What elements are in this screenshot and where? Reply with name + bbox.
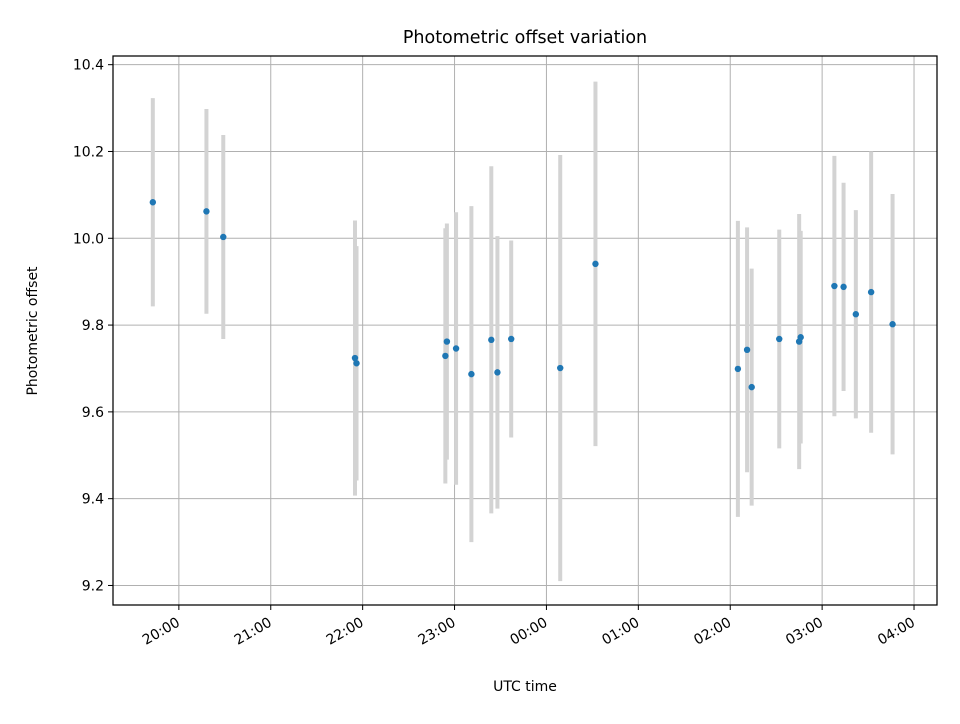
data-point [442, 352, 449, 360]
y-tick-label: 9.6 [82, 405, 104, 421]
y-tick-label: 9.8 [82, 318, 104, 334]
y-tick-label: 10.0 [73, 231, 104, 247]
plot-frame [112, 55, 938, 606]
data-point [494, 369, 501, 376]
data-point [353, 360, 360, 367]
data-point [797, 334, 804, 341]
y-tick-label: 10.4 [73, 58, 104, 74]
data-point [508, 335, 515, 343]
data-point [443, 338, 451, 345]
y-axis-label: Photometric offset [25, 266, 41, 396]
data-point [840, 283, 847, 291]
y-tick-label: 10.2 [73, 144, 104, 160]
data-point [748, 383, 755, 391]
y-axis-ticks: 9.2 9.4 9.6 9.8 10.0 10.2 10.4 [73, 58, 113, 594]
data-point [203, 208, 210, 215]
data-points [149, 199, 896, 391]
data-point [351, 354, 359, 362]
data-point [734, 365, 742, 373]
chart-title: Photometric offset variation [403, 28, 647, 48]
y-tick-label: 9.4 [82, 492, 104, 508]
data-point [592, 260, 599, 268]
data-point [557, 364, 564, 372]
data-point [452, 345, 460, 352]
data-point [852, 311, 860, 318]
x-axis-label: UTC time [493, 679, 557, 695]
data-point [149, 199, 157, 206]
data-point [220, 233, 227, 241]
data-point [867, 288, 875, 296]
data-point [889, 321, 896, 328]
data-point [488, 336, 495, 344]
data-point [743, 346, 751, 354]
data-point [468, 370, 475, 378]
data-point [776, 335, 783, 343]
data-point [831, 282, 838, 290]
y-tick-label: 9.2 [82, 578, 104, 594]
